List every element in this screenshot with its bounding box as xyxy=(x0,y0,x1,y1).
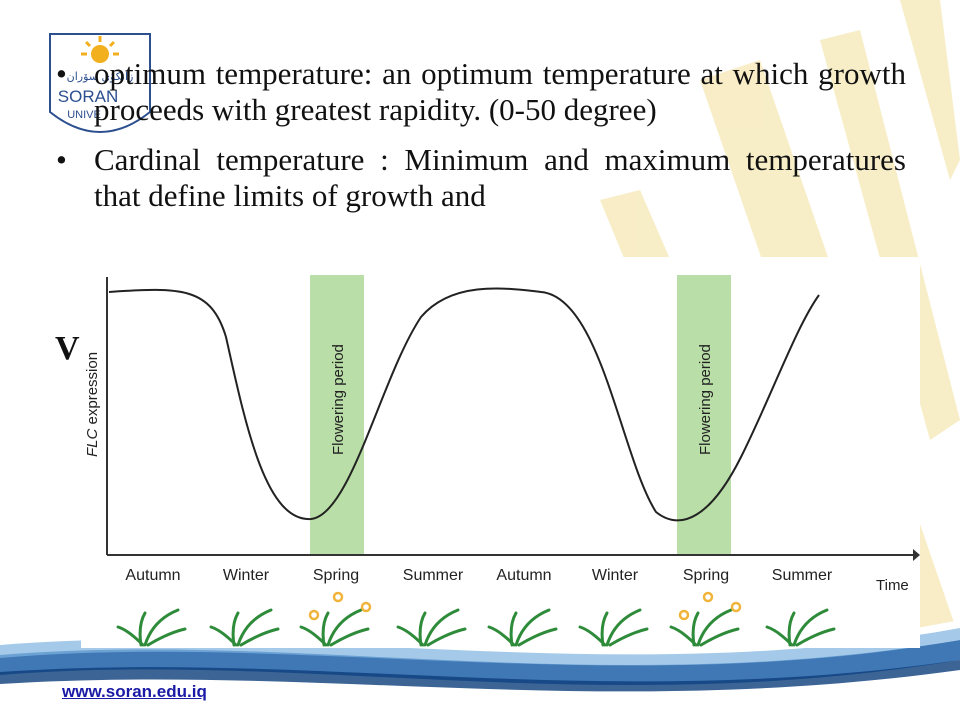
flowering-band-label: Flowering period xyxy=(697,344,714,455)
plant-leaf xyxy=(608,627,649,647)
plant-leaf xyxy=(795,627,836,647)
plant-leaf xyxy=(418,611,427,647)
plant-leaf xyxy=(509,611,518,647)
flower-icon xyxy=(678,609,690,621)
flower-icon xyxy=(360,601,372,613)
bullet-list: • optimum temperature: an optimum temper… xyxy=(56,56,906,228)
y-axis-label-italic: FLC xyxy=(84,428,101,457)
bullet-item: • Cardinal temperature : Minimum and max… xyxy=(56,142,906,214)
plant-icon xyxy=(209,608,280,647)
plant-leaf xyxy=(605,608,642,647)
plant-leaf xyxy=(426,627,467,647)
season-label: Spring xyxy=(683,567,729,584)
season-label: Autumn xyxy=(496,567,551,584)
plant-leaf xyxy=(329,627,370,647)
plant-leaf xyxy=(517,627,558,647)
season-label: Summer xyxy=(403,567,464,584)
plant-icon xyxy=(116,608,187,647)
season-labels: Autumn Winter Spring Summer Autumn Winter Spri… xyxy=(125,567,832,584)
university-logo: زانکۆی سۆران SORAN UNIVE xyxy=(48,32,152,154)
plant-leaf xyxy=(691,611,700,647)
plant-leaf xyxy=(231,611,240,647)
plant-leaf xyxy=(787,611,796,647)
figure-canvas: Flowering period Flowering period FLC ex… xyxy=(84,275,920,647)
plant-illustrations xyxy=(116,591,836,647)
flowering-band xyxy=(310,275,364,555)
season-label: Winter xyxy=(592,567,639,584)
plant-icon xyxy=(396,608,467,647)
plant-leaf xyxy=(146,627,187,647)
bullet-item: • optimum temperature: an optimum temper… xyxy=(56,56,906,128)
plant-leaf xyxy=(138,611,147,647)
plant-icon xyxy=(669,591,742,647)
season-label: Autumn xyxy=(125,567,180,584)
flowering-band-label: Flowering period xyxy=(330,344,347,455)
x-axis-arrow-icon xyxy=(913,549,920,561)
season-label: Spring xyxy=(313,567,359,584)
plant-leaf xyxy=(143,608,180,647)
sun-icon xyxy=(81,36,119,63)
season-label: Winter xyxy=(223,567,270,584)
plant-leaf xyxy=(792,608,829,647)
plant-leaf xyxy=(236,608,273,647)
plant-icon xyxy=(299,591,372,647)
plant-icon xyxy=(578,608,649,647)
flower-icon xyxy=(702,591,714,603)
logo-name: SORAN xyxy=(58,87,118,106)
y-axis-label-rest: expression xyxy=(84,352,101,429)
bullet-text: optimum temperature: an optimum temperat… xyxy=(94,56,906,127)
plant-icon xyxy=(487,608,558,647)
y-axis-label: FLC expression xyxy=(84,352,101,457)
stray-letter: V xyxy=(55,330,80,367)
flower-icon xyxy=(332,591,344,603)
plant-leaf xyxy=(699,627,740,647)
flower-icon xyxy=(308,609,320,621)
plant-leaf xyxy=(423,608,460,647)
plant-leaf xyxy=(600,611,609,647)
flc-curve xyxy=(108,287,820,522)
bullet-marker: • xyxy=(56,142,67,177)
logo-sub: UNIVE xyxy=(67,109,101,121)
bullet-marker: • xyxy=(56,56,67,91)
plant-leaf xyxy=(239,627,280,647)
flower-icon xyxy=(730,601,742,613)
bullet-text: Cardinal temperature : Minimum and maxim… xyxy=(94,142,906,213)
plant-leaf xyxy=(514,608,551,647)
flc-expression-figure: Flowering period Flowering period FLC ex… xyxy=(81,257,920,648)
plant-icon xyxy=(765,608,836,647)
season-label: Summer xyxy=(772,567,833,584)
logo-arabic-text: زانکۆی سۆران xyxy=(67,70,134,83)
footer-url-link[interactable]: www.soran.edu.iq xyxy=(62,682,207,701)
plant-leaf xyxy=(326,608,363,647)
plant-leaf xyxy=(696,608,733,647)
x-axis-label: Time xyxy=(876,577,909,594)
plant-leaf xyxy=(321,611,330,647)
